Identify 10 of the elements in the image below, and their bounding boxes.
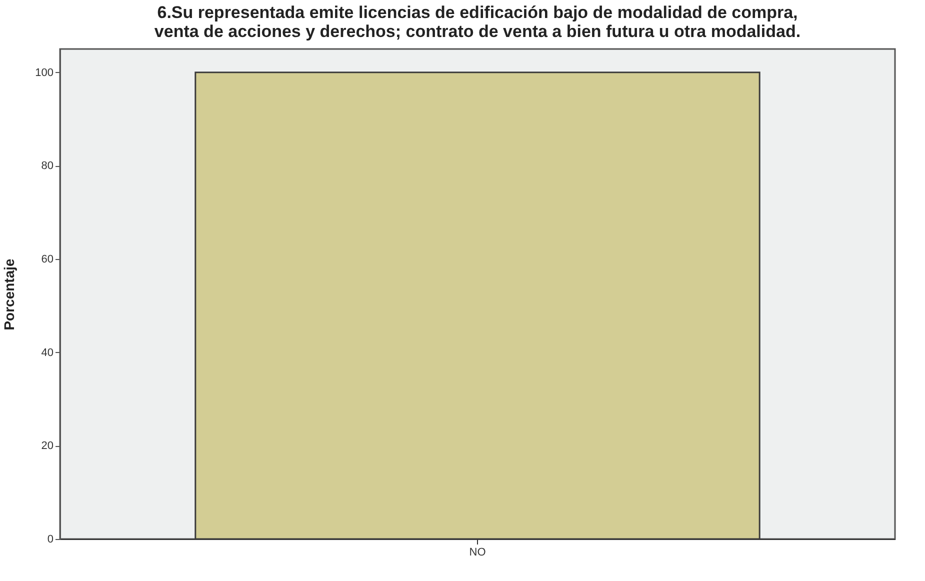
text: venta de acciones y derechos; contrato de venta a bien futura u otra modalidad.: [154, 22, 801, 41]
y-tick-label: 0: [47, 534, 54, 546]
y-tick-label: 20: [41, 440, 54, 452]
y-tick-label: 80: [41, 160, 54, 172]
y-tick-label: 40: [41, 346, 54, 359]
y-tick-label: 100: [35, 66, 54, 79]
y-tick-label: 60: [41, 254, 54, 266]
text: 6.Su representada emite licencias de edificación bajo de modalidad de compra,: [157, 3, 798, 22]
x-tick-label: NO: [469, 546, 486, 558]
y-axis-title: Porcentaje: [1, 258, 18, 330]
